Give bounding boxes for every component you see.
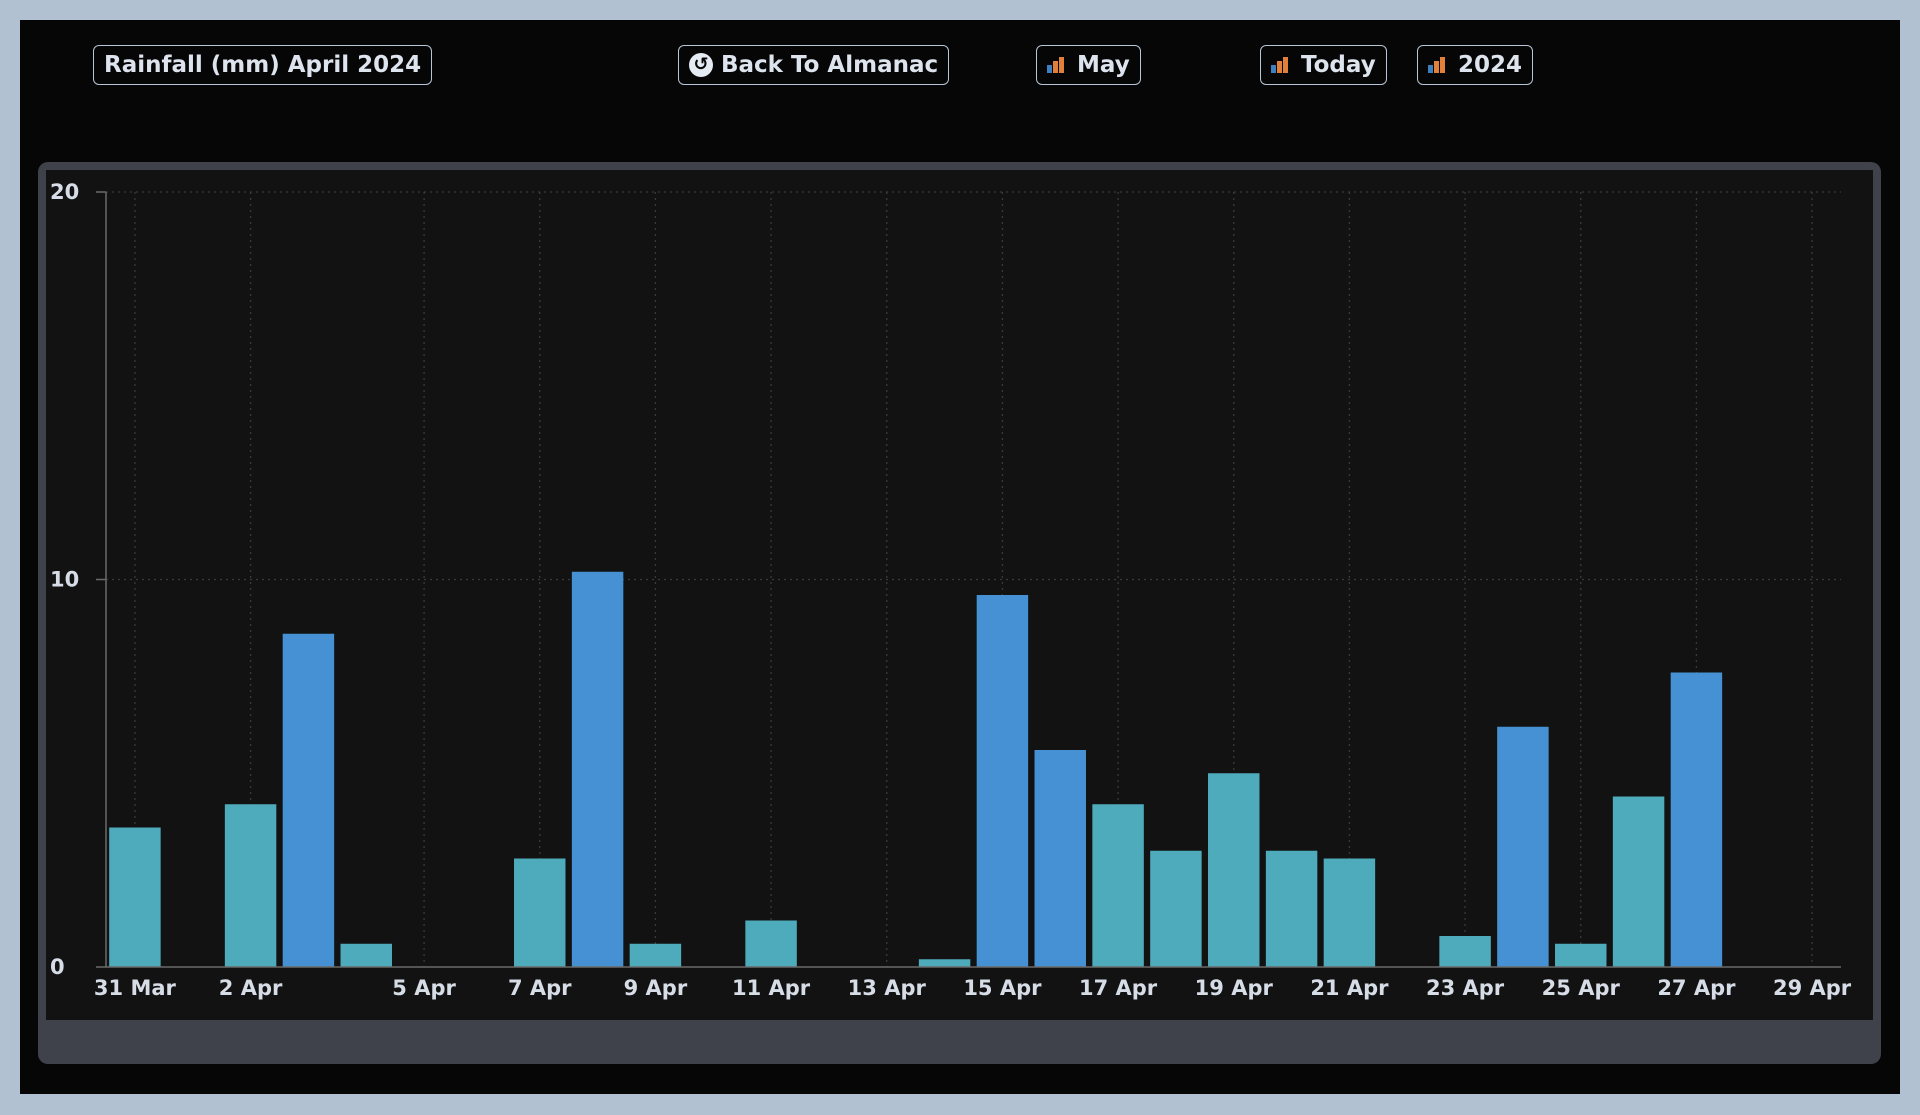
rainfall-bar xyxy=(918,959,971,967)
rainfall-bar xyxy=(1555,943,1607,967)
bar-chart-icon xyxy=(1428,57,1445,73)
rainfall-bar xyxy=(1670,672,1723,967)
today-button[interactable]: Today xyxy=(1260,45,1387,85)
x-tick-label: 11 Apr xyxy=(732,976,811,1000)
rainfall-bar xyxy=(1092,804,1144,967)
y-tick-label: 10 xyxy=(50,568,79,592)
chart-title: Rainfall (mm) April 2024 xyxy=(104,52,422,78)
rainfall-bar xyxy=(1439,936,1491,967)
chart-panel: 0 10 20 31 Mar 2 Apr 5 Apr 7 Apr 9 Apr 11 Apr 13 … xyxy=(38,162,1881,1064)
rainfall-bar xyxy=(1208,773,1260,967)
x-tick-label: 31 Mar xyxy=(94,976,177,1000)
rainfall-bar xyxy=(109,827,161,967)
x-tick-label: 9 Apr xyxy=(624,976,688,1000)
x-tick-label: 2 Apr xyxy=(219,976,283,1000)
y-tick-label: 0 xyxy=(50,955,65,979)
chart-title-box: Rainfall (mm) April 2024 xyxy=(93,45,433,85)
rainfall-bar xyxy=(282,633,335,967)
rainfall-bar xyxy=(745,920,797,967)
year-label: 2024 xyxy=(1458,52,1523,78)
rainfall-bar xyxy=(629,943,682,967)
x-tick-label: 7 Apr xyxy=(508,976,572,1000)
rainfall-bar xyxy=(976,595,1029,967)
x-tick-label: 15 Apr xyxy=(963,976,1042,1000)
almanac-frame: Rainfall (mm) April 2024 ↺ Back To Alman… xyxy=(20,20,1900,1094)
back-to-almanac-label: Back To Almanac xyxy=(721,52,939,78)
rainfall-bar xyxy=(1323,858,1376,967)
rainfall-bar xyxy=(571,571,624,967)
rainfall-bar xyxy=(1034,750,1086,967)
bar-chart-icon xyxy=(1047,57,1064,73)
x-tick-label: 13 Apr xyxy=(848,976,927,1000)
rainfall-bar xyxy=(340,943,392,967)
undo-arrow-icon: ↺ xyxy=(689,53,713,77)
x-tick-label: 23 Apr xyxy=(1426,976,1505,1000)
rainfall-bar xyxy=(1150,850,1202,967)
rainfall-bar xyxy=(1265,850,1318,967)
rainfall-bar xyxy=(1612,796,1665,967)
x-tick-label: 21 Apr xyxy=(1310,976,1389,1000)
today-label: Today xyxy=(1301,52,1376,78)
may-button[interactable]: May xyxy=(1036,45,1141,85)
x-tick-label: 27 Apr xyxy=(1657,976,1736,1000)
bar-chart-icon xyxy=(1271,57,1288,73)
may-label: May xyxy=(1077,52,1130,78)
rainfall-bar xyxy=(514,858,566,967)
rainfall-bar xyxy=(1497,726,1549,967)
x-tick-label: 5 Apr xyxy=(392,976,456,1000)
rainfall-bar-chart: 0 10 20 31 Mar 2 Apr 5 Apr 7 Apr 9 Apr 11 Apr 13 … xyxy=(50,180,1852,1000)
chart-plot-area: 0 10 20 31 Mar 2 Apr 5 Apr 7 Apr 9 Apr 11 Apr 13 … xyxy=(46,170,1873,1020)
x-tick-label: 25 Apr xyxy=(1542,976,1621,1000)
x-tick-label: 29 Apr xyxy=(1773,976,1852,1000)
x-tick-label: 17 Apr xyxy=(1079,976,1158,1000)
rainfall-bar xyxy=(224,804,277,967)
back-to-almanac-button[interactable]: ↺ Back To Almanac xyxy=(678,45,950,85)
y-tick-label: 20 xyxy=(50,180,79,204)
year-button[interactable]: 2024 xyxy=(1417,45,1534,85)
x-tick-label: 19 Apr xyxy=(1195,976,1274,1000)
